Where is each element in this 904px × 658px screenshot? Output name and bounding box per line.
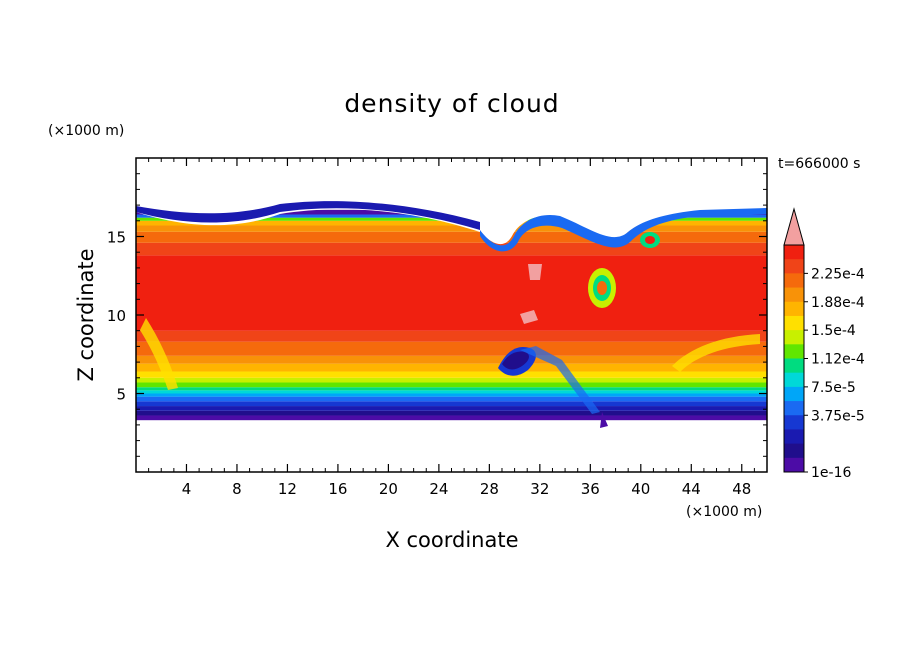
- eddy-center: [597, 281, 607, 295]
- colorbar-swatch: [784, 273, 804, 289]
- density-band: [136, 341, 767, 356]
- cloud-base-spike: [600, 412, 608, 428]
- colorbar-swatch: [784, 245, 804, 260]
- colorbar-swatch: [784, 344, 804, 359]
- density-band: [136, 393, 767, 397]
- colorbar-swatch: [784, 401, 804, 416]
- colorbar-swatch: [784, 301, 804, 317]
- density-band: [136, 406, 767, 411]
- x-tick-label: 32: [530, 480, 549, 498]
- colorbar-swatch: [784, 315, 804, 331]
- colorbar-swatch: [784, 358, 804, 374]
- chart-title: density of cloud: [344, 89, 559, 118]
- density-band: [136, 371, 767, 378]
- density-band: [136, 330, 767, 342]
- colorbar-swatch: [784, 330, 804, 345]
- x-tick-label: 8: [232, 480, 242, 498]
- colorbar-swatch: [784, 415, 804, 430]
- density-band: [136, 410, 767, 416]
- x-tick-label: 12: [278, 480, 297, 498]
- density-band: [136, 355, 767, 364]
- colorbar-label: 1.88e-4: [811, 295, 865, 311]
- right-plume: [672, 334, 760, 372]
- density-band: [136, 387, 767, 391]
- colorbar-swatch: [784, 429, 804, 445]
- left-plume: [140, 318, 178, 390]
- density-band: [136, 225, 767, 232]
- colorbar-label: 7.5e-5: [811, 380, 856, 396]
- x-axis-label: X coordinate: [385, 528, 518, 552]
- plume-streak: [520, 346, 600, 414]
- high-density-patch: [528, 264, 542, 280]
- colorbar-swatch: [784, 443, 804, 459]
- density-band: [136, 231, 767, 243]
- time-label: t=666000 s: [778, 156, 860, 172]
- x-tick-label: 20: [379, 480, 398, 498]
- x-tick-label: 24: [429, 480, 448, 498]
- colorbar-swatch: [784, 259, 804, 274]
- colorbar-extend-arrow: [783, 207, 805, 246]
- density-band: [136, 415, 767, 421]
- x-tick-label: 44: [682, 480, 701, 498]
- density-band: [136, 377, 767, 383]
- x-tick-label: 40: [631, 480, 650, 498]
- cloud-top-edge-lower: [480, 208, 767, 252]
- colorbar-swatch: [784, 457, 804, 473]
- colorbar-label: 1e-16: [811, 465, 851, 481]
- colorbar-label: 2.25e-4: [811, 266, 865, 282]
- high-density-patch: [520, 310, 538, 324]
- y-tick-label: 10: [107, 307, 126, 325]
- density-band: [136, 396, 767, 402]
- x-tick-label: 16: [328, 480, 347, 498]
- y-tick-label: 5: [116, 386, 126, 404]
- density-field: [136, 198, 767, 428]
- colorbar-label: 1.5e-4: [811, 323, 856, 339]
- density-band: [136, 242, 767, 256]
- colorbar-swatch: [784, 386, 804, 402]
- x-tick-label: 4: [182, 480, 192, 498]
- colorbar-swatch: [784, 287, 804, 303]
- y-axis-label: Z coordinate: [74, 248, 98, 381]
- colorbar-label: 1.12e-4: [811, 352, 865, 368]
- density-band: [136, 390, 767, 394]
- top-eddy-center: [645, 236, 655, 244]
- y-unit-label: (×1000 m): [48, 123, 124, 139]
- density-band: [136, 382, 767, 388]
- x-unit-label: (×1000 m): [686, 504, 762, 520]
- plume-core-dark: [502, 351, 529, 370]
- y-tick-label: 15: [107, 229, 126, 247]
- x-tick-label: 48: [732, 480, 751, 498]
- colorbar: 2.25e-4 1.88e-4 1.5e-4 1.12e-4 7.5e-5 3.75e-5…: [783, 207, 865, 481]
- density-band: [136, 255, 767, 331]
- x-tick-label: 28: [480, 480, 499, 498]
- density-band: [136, 363, 767, 372]
- colorbar-label: 3.75e-5: [811, 408, 865, 424]
- colorbar-swatch: [784, 372, 804, 388]
- cloud-top-edge: [136, 201, 480, 230]
- density-band: [136, 401, 767, 407]
- x-tick-label: 36: [581, 480, 600, 498]
